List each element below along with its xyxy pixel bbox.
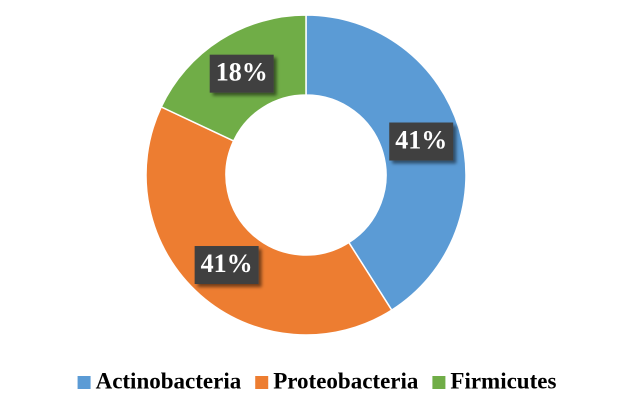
- data-label: 41%: [395, 125, 447, 154]
- legend-label: Firmicutes: [450, 368, 556, 393]
- donut-slice: [305, 14, 467, 312]
- data-label: 18%: [216, 58, 268, 87]
- legend-label: Actinobacteria: [96, 368, 242, 393]
- legend-label: Proteobacteria: [273, 368, 419, 393]
- donut-slice: [145, 105, 393, 336]
- legend-swatch: [432, 376, 446, 389]
- data-label: 41%: [201, 249, 253, 278]
- legend-swatch: [77, 376, 91, 389]
- data-label-group: 41%: [194, 246, 259, 285]
- legend-swatch: [255, 376, 269, 389]
- data-label-group: 41%: [389, 122, 454, 161]
- data-label-box: [209, 54, 274, 93]
- data-label-group: 18%: [209, 54, 274, 93]
- data-label-box: [194, 246, 259, 285]
- data-label-box: [389, 122, 454, 161]
